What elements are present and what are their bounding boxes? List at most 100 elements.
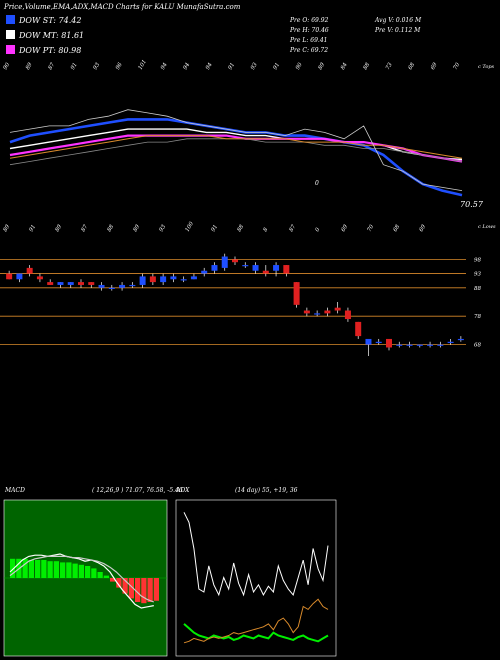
- top-tick-label: 91: [70, 62, 79, 71]
- low-tick-label: 0: [315, 227, 322, 233]
- candle-body: [262, 270, 269, 274]
- price-level-label: 68: [474, 343, 481, 349]
- top-tick-label: 94: [205, 62, 214, 71]
- candle-body: [6, 273, 13, 280]
- macd-histogram-bar: [35, 560, 41, 578]
- legend-swatch: [6, 30, 15, 39]
- candle-body: [211, 265, 218, 271]
- macd-histogram-bar: [22, 558, 28, 578]
- candle-body: [170, 276, 177, 280]
- candle-body: [252, 265, 259, 271]
- candle-body: [221, 256, 228, 268]
- macd-histogram-bar: [110, 578, 116, 582]
- low-tick-label: 89: [133, 224, 142, 233]
- macd-histogram-bar: [135, 578, 141, 602]
- adx-line-1: [183, 623, 329, 643]
- macd-histogram-bar: [41, 560, 47, 578]
- low-tick-label: 88: [237, 224, 246, 233]
- low-tick-label: 100: [185, 220, 196, 233]
- low-tick-label: 91: [29, 224, 38, 233]
- top-tick-label: 94: [160, 62, 169, 71]
- top-tick-label: 93: [93, 62, 102, 71]
- candle-body: [16, 273, 23, 280]
- aux-line-0: [9, 138, 463, 166]
- candle-body: [427, 344, 434, 346]
- low-tick-label: 8: [263, 227, 270, 233]
- candle-body: [57, 282, 64, 285]
- candle-body: [232, 259, 238, 263]
- candle-body: [365, 338, 372, 345]
- ohlc-open: Pre O: 69.92: [290, 17, 329, 24]
- low-tick-label: 88: [107, 224, 116, 233]
- legend-dow-pt: DOW PT: 80.98: [6, 45, 81, 55]
- top-tick-label: 70: [453, 62, 462, 71]
- macd-histogram-bar: [141, 578, 147, 604]
- candle-body: [108, 287, 115, 289]
- candle-body: [78, 282, 84, 285]
- avg-volume: Avg V: 0.016 M: [375, 17, 422, 24]
- adx-label: ADX: [176, 487, 190, 494]
- macd-histogram-bar: [85, 566, 91, 578]
- candle-body: [67, 282, 74, 285]
- macd-histogram-bar: [116, 578, 122, 588]
- candle-body: [303, 310, 310, 314]
- macd-histogram-bar: [91, 568, 97, 578]
- candle-body: [201, 270, 208, 274]
- top-tick-label: 90: [295, 62, 304, 71]
- legend-label: DOW ST: 74.42: [19, 16, 82, 25]
- macd-histogram-bar: [60, 562, 66, 578]
- low-tick-label: 93: [159, 224, 168, 233]
- top-tick-label: 84: [340, 62, 349, 71]
- macd-histogram-bar: [10, 558, 16, 578]
- top-tick-label: 68: [408, 62, 417, 71]
- legend-dow-st: DOW ST: 74.42: [6, 15, 81, 25]
- candle-body: [396, 344, 403, 346]
- candle-body: [149, 276, 156, 283]
- top-tick-label: 87: [48, 62, 57, 71]
- candle-body: [437, 344, 444, 346]
- candle-body: [26, 267, 33, 274]
- price-level-label: 78: [474, 314, 481, 320]
- aux-line-2: [9, 109, 463, 191]
- macd-label: MACD: [5, 487, 25, 494]
- ohlc-low: Pre L: 69.41: [290, 37, 328, 44]
- candle-body: [355, 321, 362, 337]
- macd-histogram-bar: [153, 578, 159, 601]
- candle-body: [324, 310, 331, 314]
- low-tick-label: 69: [419, 224, 428, 233]
- candle-body: [375, 341, 382, 343]
- low-tick-label: 69: [341, 224, 350, 233]
- low-tick-label: 91: [211, 224, 220, 233]
- adx-line-0: [183, 512, 329, 597]
- legend-label: DOW PT: 80.98: [19, 46, 82, 55]
- candle-body: [180, 279, 187, 281]
- ohlc-close: Pre C: 69.72: [290, 47, 329, 54]
- candle-body: [447, 341, 454, 343]
- macd-histogram-bar: [47, 561, 53, 578]
- macd-histogram-bar: [53, 561, 59, 578]
- low-tick-label: 87: [81, 224, 90, 233]
- lows-label: c Lows: [478, 224, 496, 230]
- candle-body: [242, 265, 249, 267]
- candle-body: [129, 284, 136, 287]
- candle-body: [314, 313, 321, 315]
- top-tick-label: 94: [183, 62, 192, 71]
- top-tick-label: 96: [115, 62, 124, 71]
- macd-histogram-bar: [103, 575, 109, 578]
- candle-body: [119, 284, 126, 288]
- last-price-label: 70.57: [460, 200, 483, 209]
- candle-body: [457, 338, 464, 341]
- low-tick-label: 87: [289, 224, 298, 233]
- macd-line-0: [9, 553, 154, 609]
- top-tick-label: 69: [430, 62, 439, 71]
- top-tick-label: 93: [250, 62, 259, 71]
- aux-line-1: [9, 135, 463, 159]
- macd-histogram-bar: [28, 560, 34, 578]
- pre-volume: Pre V: 0.112 M: [375, 27, 421, 34]
- candle-body: [293, 282, 300, 305]
- candle-body: [160, 276, 167, 283]
- price-level-label: 93: [474, 272, 481, 278]
- candle-body: [47, 282, 54, 285]
